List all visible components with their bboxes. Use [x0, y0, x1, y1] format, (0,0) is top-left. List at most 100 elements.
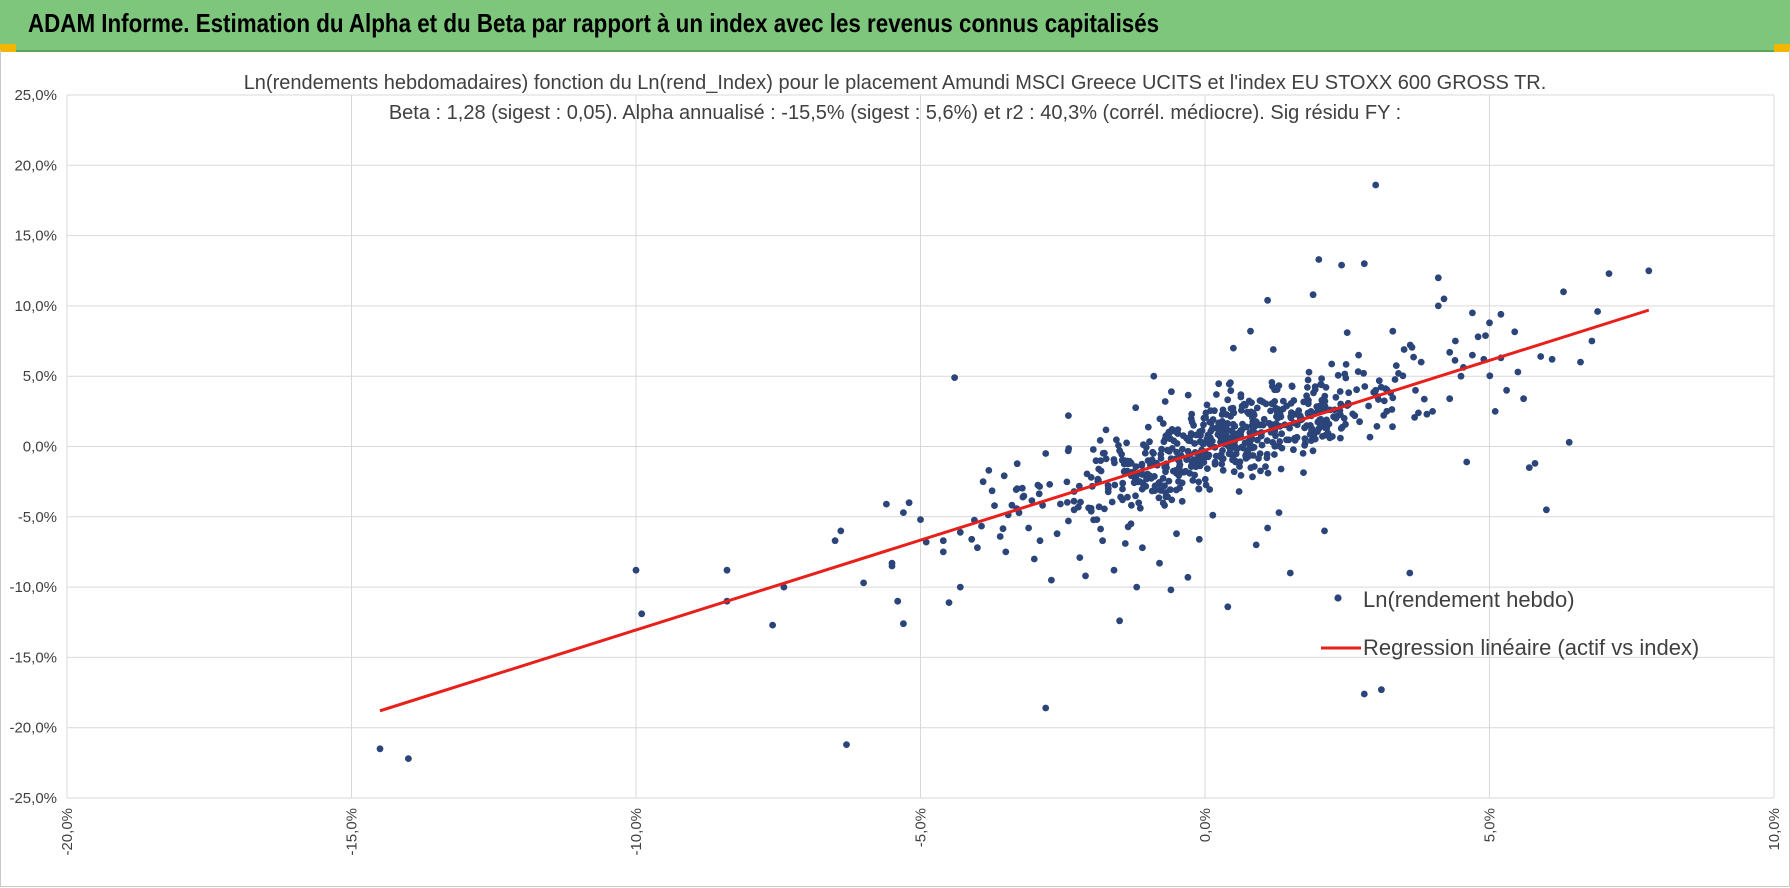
data-point [1537, 353, 1545, 360]
data-point [1304, 376, 1312, 384]
data-point [1141, 449, 1149, 457]
data-point [1036, 537, 1044, 545]
data-point [1211, 458, 1219, 466]
data-point [1605, 270, 1613, 277]
data-point [1104, 482, 1112, 489]
data-point [1121, 540, 1129, 547]
data-point [1168, 445, 1176, 452]
data-point [1223, 411, 1230, 418]
data-point [1074, 503, 1082, 511]
data-point [1355, 351, 1362, 359]
data-point [1353, 386, 1360, 394]
data-point [1457, 372, 1465, 380]
data-point [1290, 397, 1298, 404]
data-point [1491, 408, 1499, 415]
data-point [1389, 394, 1397, 402]
data-point [1064, 447, 1072, 455]
data-point [1242, 402, 1249, 409]
data-point [1311, 386, 1319, 393]
y-tick-label: 25,0% [14, 87, 57, 104]
data-point [1309, 425, 1316, 433]
data-point [1102, 426, 1110, 434]
data-point [1372, 181, 1380, 189]
data-point [1645, 267, 1653, 275]
data-point [1434, 302, 1442, 310]
data-point [1083, 470, 1091, 478]
data-point [1161, 398, 1169, 405]
data-point [1224, 396, 1232, 404]
data-point [1125, 460, 1133, 467]
data-point [1159, 474, 1167, 482]
data-point [1173, 530, 1180, 538]
y-tick-label: -15,0% [9, 649, 57, 666]
data-point [1118, 450, 1125, 458]
data-point [1189, 477, 1197, 484]
data-point [1229, 456, 1236, 464]
data-point [1240, 423, 1248, 431]
data-point [1200, 421, 1207, 429]
data-point [1179, 432, 1187, 440]
data-point [1207, 419, 1215, 427]
data-point [1195, 485, 1203, 493]
data-point [1132, 492, 1139, 500]
x-tick-label: -20,0% [59, 808, 76, 856]
data-point [1221, 421, 1229, 429]
data-point [1446, 348, 1454, 356]
data-point [1204, 431, 1212, 439]
data-point [985, 467, 993, 474]
data-point [1209, 511, 1217, 519]
data-point [1123, 439, 1130, 447]
data-point [1161, 482, 1168, 490]
data-point [1102, 455, 1110, 463]
data-point [1388, 406, 1396, 413]
data-point [1365, 402, 1372, 410]
data-point [1184, 573, 1192, 581]
data-point [894, 597, 902, 605]
data-point [1295, 407, 1303, 414]
data-point [1283, 402, 1291, 410]
data-point [1288, 409, 1295, 416]
data-point [1408, 343, 1416, 351]
data-point [1356, 418, 1363, 426]
data-point [1383, 407, 1391, 415]
data-point [1192, 431, 1200, 439]
data-point [1288, 383, 1296, 390]
data-point [1304, 400, 1312, 408]
data-point [1120, 460, 1128, 468]
data-point [1136, 504, 1144, 512]
data-point [1338, 261, 1345, 269]
x-tick-label: 10,0% [1766, 808, 1783, 851]
data-point [1209, 424, 1216, 432]
data-point [1244, 447, 1252, 454]
data-point [1119, 479, 1127, 487]
data-point [1317, 415, 1325, 423]
data-point [1334, 371, 1342, 379]
data-point [1253, 404, 1261, 412]
data-point [1012, 486, 1020, 493]
data-point [1560, 288, 1567, 296]
data-point [1132, 404, 1140, 412]
data-point [1046, 481, 1054, 488]
data-point [1167, 586, 1175, 594]
regression-line [379, 308, 1650, 713]
x-tick-label: 0,0% [1197, 808, 1214, 842]
data-point [1202, 414, 1209, 421]
y-tick-label: 20,0% [14, 157, 57, 174]
data-point [1188, 418, 1196, 426]
data-point [1101, 505, 1108, 513]
data-point [1150, 450, 1157, 457]
legend-points-label: Ln(rendement hebdo) [1363, 587, 1575, 612]
data-point [1175, 471, 1182, 479]
data-point [1273, 386, 1281, 393]
data-point [956, 528, 964, 536]
data-point [1215, 380, 1223, 388]
data-point [1520, 395, 1527, 403]
data-point [1300, 469, 1307, 476]
data-point [1497, 310, 1505, 318]
data-point [1252, 541, 1260, 549]
data-point [1482, 332, 1489, 339]
data-point [1417, 358, 1425, 366]
data-point [1291, 434, 1298, 442]
data-point [900, 509, 907, 516]
data-point [1248, 399, 1255, 406]
